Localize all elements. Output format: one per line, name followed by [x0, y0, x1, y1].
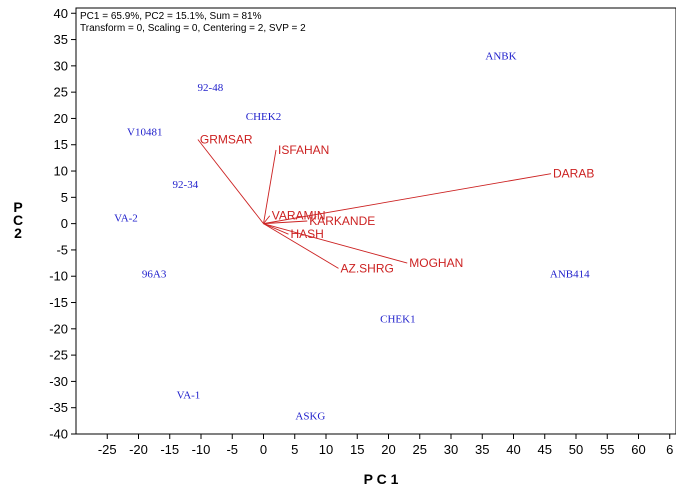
x-axis-title: P C 1	[364, 471, 399, 486]
y-axis-title-line-3: 2	[14, 225, 22, 241]
info-line-2: Transform = 0, Scaling = 0, Centering = …	[80, 23, 306, 34]
x-tick-label: 5	[291, 442, 298, 457]
y-axis-title-line-1: P	[13, 199, 22, 215]
x-tick-label: 45	[538, 442, 552, 457]
info-line-1: PC1 = 65.9%, PC2 = 15.1%, Sum = 81%	[80, 11, 262, 22]
y-tick-label: -35	[49, 400, 68, 415]
y-axis-ticks: 40 35 30 25 20 15 10 5 0 -5 -10 -15 -20 -25 -30 -35 -40	[49, 6, 76, 442]
x-tick-label: 40	[506, 442, 520, 457]
environment-vector	[263, 220, 308, 225]
environment-vector	[263, 173, 552, 225]
y-tick-label: -5	[56, 242, 68, 257]
y-tick-label: -15	[49, 295, 68, 310]
x-tick-label: 15	[350, 442, 364, 457]
genotype-label: V10481	[127, 127, 162, 139]
genotype-label: CHEK1	[380, 313, 415, 325]
environment-vector	[263, 223, 289, 235]
genotype-label: 92-34	[173, 179, 199, 191]
x-tick-label: -25	[98, 442, 117, 457]
x-tick-label: 50	[569, 442, 583, 457]
x-tick-label: -10	[192, 442, 211, 457]
y-tick-label: 30	[54, 58, 68, 73]
y-tick-label: 0	[61, 216, 68, 231]
genotype-label: CHEK2	[246, 111, 281, 123]
environment-label: AZ.SHRG	[341, 261, 394, 275]
x-tick-label: 20	[381, 442, 395, 457]
y-tick-label: 40	[54, 6, 68, 21]
y-axis-title-line-2: C	[13, 212, 23, 228]
genotype-label: 92-48	[198, 82, 224, 94]
environment-vector	[263, 223, 408, 264]
genotype-label: ASKG	[295, 411, 325, 423]
environment-label: GRMSAR	[200, 132, 253, 146]
genotype-label: VA-1	[177, 390, 201, 402]
environment-vectors	[197, 139, 552, 269]
x-tick-label: 10	[319, 442, 333, 457]
x-axis-ticks: -25 -20 -15 -10 -5 0 5 10 15 20 25 30 35 40 45 50 55 60 6	[98, 434, 673, 457]
y-tick-label: -20	[49, 321, 68, 336]
y-tick-label: -40	[49, 427, 68, 442]
x-tick-label: 30	[444, 442, 458, 457]
environment-label: KARKANDE	[309, 214, 375, 228]
y-tick-label: 35	[54, 32, 68, 47]
environment-vector	[263, 149, 277, 224]
x-tick-label: 55	[600, 442, 614, 457]
environment-vector	[263, 215, 271, 224]
environment-label: ISFAHAN	[278, 143, 329, 157]
y-tick-label: 20	[54, 111, 68, 126]
y-tick-label: -10	[49, 269, 68, 284]
y-tick-label: -25	[49, 348, 68, 363]
environment-vector	[197, 139, 264, 224]
environment-label: MOGHAN	[409, 256, 463, 270]
y-tick-label: 25	[54, 85, 68, 100]
plot-area	[75, 7, 676, 435]
y-tick-label: -30	[49, 374, 68, 389]
point-labels: ANBK 92-48 CHEK2 V10481 92-34 VA-2 96A3 ANB414 C…	[114, 50, 594, 422]
genotype-label: ANB414	[550, 269, 590, 281]
x-tick-label: 0	[260, 442, 267, 457]
x-tick-label: -5	[226, 442, 238, 457]
x-tick-label: -20	[129, 442, 148, 457]
genotype-label: 96A3	[142, 269, 167, 281]
genotype-label: VA-2	[114, 212, 138, 224]
y-tick-label: 5	[61, 190, 68, 205]
x-tick-label: 25	[413, 442, 427, 457]
environment-label: DARAB	[553, 167, 594, 181]
genotype-label: ANBK	[485, 50, 516, 62]
x-tick-label: 60	[631, 442, 645, 457]
environment-label: HASH	[291, 227, 324, 241]
environment-label: VARAMIN	[272, 209, 326, 223]
y-tick-label: 15	[54, 137, 68, 152]
y-tick-label: 10	[54, 164, 68, 179]
x-tick-label: 6	[666, 442, 673, 457]
x-tick-label: 35	[475, 442, 489, 457]
environment-vector	[263, 223, 339, 269]
x-tick-label: -15	[160, 442, 179, 457]
